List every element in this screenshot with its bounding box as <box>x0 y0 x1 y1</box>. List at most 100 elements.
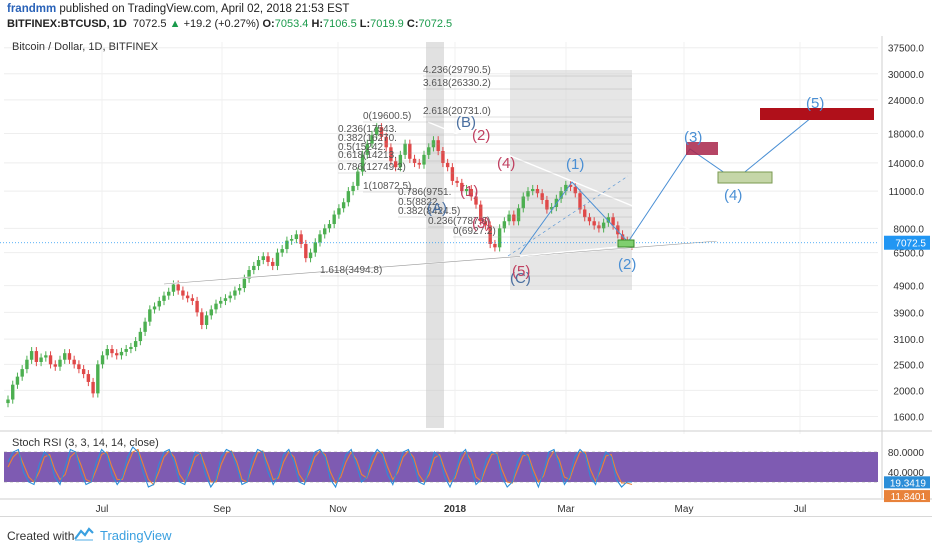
candle-body <box>105 348 109 356</box>
candle-body <box>521 196 525 209</box>
fib-level-label: 0.236(7787.6) <box>428 216 490 227</box>
symbol-label: BITFINEX:BTCUSD, 1D <box>7 18 127 30</box>
candle-body <box>351 185 355 192</box>
candle-body <box>304 243 308 259</box>
candle-body <box>29 351 34 360</box>
time-tick-label: Nov <box>329 504 347 515</box>
chart-svg[interactable]: 4.236(29790.5) 3.618(26330.2) 2.618(20731.… <box>0 36 932 516</box>
candle-body <box>223 298 228 301</box>
candle-body <box>294 234 299 240</box>
candle-body <box>53 364 57 367</box>
candle-body <box>39 357 43 362</box>
fib-level-label: 0.236(17543. <box>338 124 397 135</box>
candle-body <box>516 208 521 222</box>
candle-body <box>129 346 133 349</box>
candle-body <box>200 312 204 325</box>
candle-body <box>512 214 516 222</box>
high-label: H: <box>311 18 324 30</box>
open-value: 7053.4 <box>274 18 309 30</box>
last-price: 7072.5 <box>132 18 167 30</box>
low-label: L: <box>359 18 371 30</box>
wave-label: (3) <box>472 215 490 232</box>
candle-body <box>214 303 218 310</box>
tradingview-logo-icon <box>74 527 94 541</box>
candle-body <box>427 147 431 155</box>
chart-title: Bitcoin / Dollar, 1D, BITFINEX <box>12 41 159 53</box>
candle-body <box>408 143 412 159</box>
candle-body <box>379 127 384 137</box>
price-tick-label: 30000.0 <box>888 70 925 81</box>
chart-area[interactable]: 4.236(29790.5) 3.618(26330.2) 2.618(20731.… <box>0 36 932 516</box>
candle-body <box>252 265 256 271</box>
candle-body <box>474 196 478 205</box>
rsi-band <box>4 452 878 482</box>
wave-label: (3) <box>684 129 702 146</box>
candle-body <box>502 221 507 229</box>
candle-body <box>157 300 161 307</box>
candle-body <box>464 188 469 192</box>
candle-body <box>219 300 223 304</box>
candle-body <box>573 186 577 194</box>
candle-body <box>247 270 251 279</box>
target-box-3 <box>686 142 718 155</box>
price-tick-label: 14000.0 <box>888 159 925 170</box>
candle-body <box>190 298 195 301</box>
candle-body <box>370 134 374 144</box>
footer: Created with TradingView <box>0 516 932 551</box>
candle-body <box>171 284 176 292</box>
candle-body <box>256 260 261 266</box>
candle-body <box>77 364 81 370</box>
candle-body <box>531 188 535 192</box>
shaded-zone-a <box>426 42 444 428</box>
wave-label: (2) <box>472 127 490 144</box>
candle-body <box>488 225 492 244</box>
resistance-trendline <box>427 121 719 242</box>
fib-level-label: 0.786(9751. <box>398 187 451 198</box>
candle-body <box>450 167 455 181</box>
candle-body <box>280 249 284 253</box>
elliott-projection-path <box>519 112 818 255</box>
wave-label: (4) <box>497 155 515 172</box>
candle-body <box>86 374 91 382</box>
fib-level-label: 0.618(14213. <box>338 150 397 161</box>
candle-body <box>34 351 39 362</box>
candle-body <box>308 252 313 259</box>
candle-body <box>138 331 143 342</box>
candle-body <box>72 359 76 365</box>
fib-level-label: 1(10872.5) <box>363 181 411 192</box>
tradingview-brand-link[interactable]: TradingView <box>100 528 172 543</box>
candle-body <box>559 191 563 199</box>
high-value: 7106.5 <box>323 18 357 30</box>
candle-body <box>119 351 124 356</box>
published-text: published on TradingView.com, April 02, … <box>59 3 350 15</box>
price-tick-label: 3900.0 <box>893 308 924 319</box>
candle-body <box>540 193 544 200</box>
fib-level-label: 0.5(15242. <box>338 142 386 153</box>
wave-label: (5) <box>806 95 824 112</box>
rsi-k-tag-label: 19.3419 <box>890 478 927 489</box>
candle-body <box>167 291 171 296</box>
candle-body <box>6 399 10 404</box>
candle-body <box>67 353 72 360</box>
candle-body <box>535 188 540 194</box>
candle-body <box>583 209 587 218</box>
wave-labels: (A) (B) (C) (1) (2) (3) (4) (5) (1) (2) (3) (4) (5) <box>427 95 824 287</box>
fib-labels: 4.236(29790.5) 3.618(26330.2) 2.618(20731.… <box>320 65 632 277</box>
candle-body <box>271 261 275 266</box>
author-link[interactable]: frandmm <box>7 3 57 15</box>
candle-body <box>242 278 247 289</box>
time-tick-label: Mar <box>557 504 575 515</box>
price-tick-label: 1600.0 <box>893 412 924 423</box>
stoch-rsi-pane <box>4 434 878 498</box>
price-tick-label: 4900.0 <box>893 282 924 293</box>
ohlc-line: BITFINEX:BTCUSD, 1D 7072.5 ▲ +19.2 (+0.2… <box>7 18 452 30</box>
candle-body <box>143 321 147 332</box>
candle-body <box>587 217 592 222</box>
candle-body <box>176 284 180 291</box>
created-with-text: Created with <box>7 529 75 543</box>
candle-body <box>237 288 242 291</box>
candle-body <box>601 222 606 229</box>
candle-body <box>393 161 398 168</box>
candle-body <box>233 290 237 296</box>
candle-body <box>25 359 29 370</box>
